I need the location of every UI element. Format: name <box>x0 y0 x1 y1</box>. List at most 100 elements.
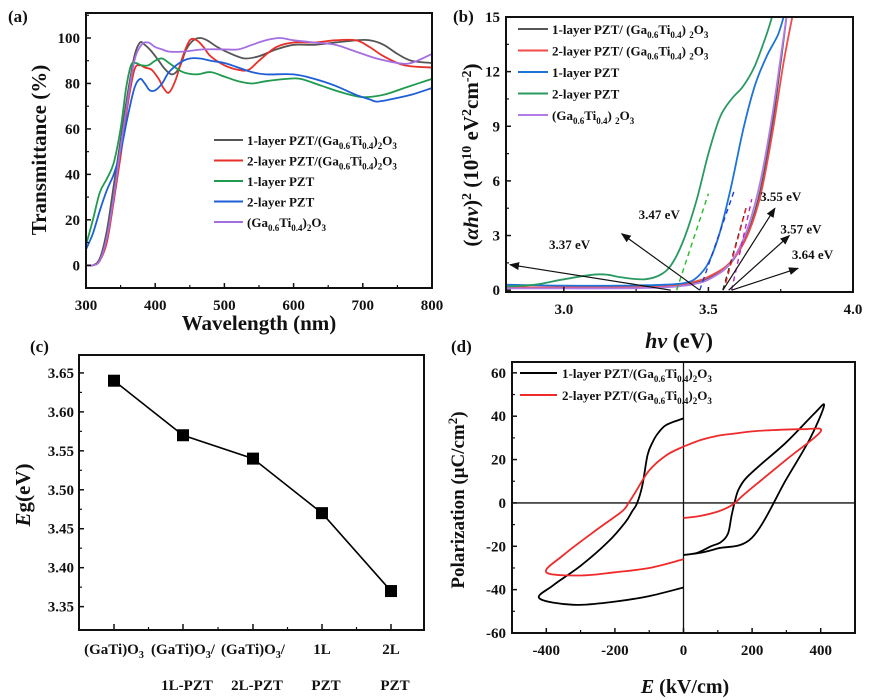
series-line-4 <box>506 17 773 288</box>
panel-b-legend: 1-layer PZT/ (Ga0.6Ti0.4) 2O3 2-layer PZT… <box>518 22 709 126</box>
panel-c-frame <box>78 354 425 631</box>
x-tick-label: 200 <box>741 643 764 659</box>
panel-a-x-axis-title: Wavelength (nm) <box>182 311 337 335</box>
series-line-3 <box>506 17 785 287</box>
panel-b-series-group <box>506 17 794 291</box>
hysteresis-loop-2-segment-1 <box>683 427 823 519</box>
series-line-2 <box>506 17 794 289</box>
linear-fit-line <box>725 208 747 284</box>
annotation-arrow <box>509 262 671 291</box>
y-tick-label: 3.35 <box>48 600 74 616</box>
panel-c-x-ticks: (GaTi)O3 (GaTi)O3/1L-PZT (GaTi)O3/2L-PZT 1L… <box>84 624 410 694</box>
series-line-1 <box>85 37 433 267</box>
panel-b-x-ticks: 3.0 3.5 4.0 <box>554 287 862 318</box>
y-tick-label: 40 <box>491 409 506 425</box>
panel-b-y-axis-title: (αhv)2 (1010 eV2cm-2) <box>459 63 483 246</box>
x-tick-label: 2L <box>382 642 400 658</box>
y-tick-label: 3.60 <box>48 405 74 421</box>
x-tick-label: 600 <box>282 298 305 314</box>
x-tick-label-line2: 1L-PZT <box>161 678 213 694</box>
panel-d-plot-area <box>512 362 855 633</box>
x-tick-label: 400 <box>809 643 832 659</box>
panel-c-y-ticks: 3.35 3.40 3.45 3.50 3.55 3.60 3.65 <box>48 366 84 616</box>
panel-d-x-ticks: -400 -200 0 200 400 <box>533 628 832 659</box>
y-tick-label: 0 <box>73 258 81 274</box>
x-tick-label: (GaTi)O3/ <box>221 642 286 661</box>
legend-label: 1-layer PZT/(Ga0.6Ti0.4)2O3 <box>562 366 712 384</box>
data-marker-square <box>247 452 259 465</box>
hysteresis-loop-1-segment-1 <box>683 403 826 556</box>
panel-d-legend: 1-layer PZT/(Ga0.6Ti0.4)2O3 2-layer PZT/(… <box>520 366 712 406</box>
legend-label: 2-layer PZT/ (Ga0.6Ti0.4) 2O3 <box>552 44 709 62</box>
legend-label: (Ga0.6Ti0.4)2O3 <box>247 215 326 233</box>
panel-b-annotations: 3.37 eV 3.47 eV 3.55 eV 3.57 eV 3.64 eV <box>509 189 834 291</box>
x-tick-label: -200 <box>601 643 629 659</box>
legend-label: (Ga0.6Ti0.4) 2O3 <box>552 108 635 126</box>
x-tick-label: 400 <box>144 298 167 314</box>
panel-d-y-ticks: -60 -40 -20 0 20 40 60 <box>486 366 517 642</box>
annotation-arrow <box>728 234 791 291</box>
x-tick-label: 3.5 <box>699 302 718 318</box>
legend-label: 2-layer PZT/(Ga0.6Ti0.4)2O3 <box>562 388 712 406</box>
y-tick-label: -40 <box>486 583 506 599</box>
y-tick-label: 3.45 <box>48 522 74 538</box>
y-tick-label: 3 <box>493 229 501 245</box>
y-tick-label: 3.55 <box>48 444 74 460</box>
y-tick-label: 15 <box>485 10 500 26</box>
y-tick-label: 3.50 <box>48 483 74 499</box>
legend-label: 1-layer PZT <box>247 174 315 189</box>
panel-a-x-ticks: 300 400 500 600 700 800 <box>75 283 443 314</box>
legend-label: 2-layer PZT/(Ga0.6Ti0.4)2O3 <box>247 154 397 172</box>
y-tick-label: 40 <box>65 167 80 183</box>
x-tick-label: 300 <box>75 298 98 314</box>
bandgap-line <box>113 380 392 592</box>
y-tick-label: -20 <box>486 539 506 555</box>
annotation-label: 3.57 eV <box>780 222 822 237</box>
annotation-arrow <box>722 207 776 291</box>
legend-label: 2-layer PZT <box>552 87 620 102</box>
legend-label: 1-layer PZT/ (Ga0.6Ti0.4) 2O3 <box>552 22 709 40</box>
x-tick-label-line2: PZT <box>380 678 409 694</box>
panel-b-label: (b) <box>453 7 474 26</box>
y-tick-label: 3.40 <box>48 561 74 577</box>
annotation-label: 3.37 eV <box>549 237 591 252</box>
y-tick-label: 0 <box>499 496 507 512</box>
x-tick-label-line2: 2L-PZT <box>231 678 283 694</box>
series-line-5 <box>506 17 788 290</box>
series-line-3 <box>85 57 433 246</box>
legend-label: 1-layer PZT <box>552 65 620 80</box>
annotation-arrow <box>731 267 800 291</box>
y-tick-label: 80 <box>65 76 80 92</box>
annotation-label: 3.64 eV <box>792 247 834 262</box>
panel-a-label: (a) <box>8 7 28 26</box>
hysteresis-loop-2-segment-2 <box>544 445 684 577</box>
y-tick-label: 9 <box>493 119 501 135</box>
annotation-label: 3.55 eV <box>760 189 802 204</box>
panel-c-label: (c) <box>30 337 49 356</box>
hysteresis-loop-1-segment-2 <box>537 417 684 606</box>
y-tick-label: 100 <box>58 31 81 47</box>
x-tick-label: 700 <box>352 298 375 314</box>
x-tick-label: 0 <box>680 643 688 659</box>
panel-b-tauc-plot: (b) 0 3 6 9 12 15 3.0 3.5 4.0 hv (eV) (αhv)2 (1… <box>453 7 862 353</box>
annotation-arrow <box>620 233 701 291</box>
series-line-5 <box>85 37 433 267</box>
data-marker-square <box>385 585 397 598</box>
panel-a-plot-area <box>85 37 433 267</box>
y-tick-label: 20 <box>65 213 80 229</box>
panel-d-x-axis-title: E (kV/cm) <box>640 676 729 698</box>
y-tick-label: 20 <box>491 453 506 469</box>
data-marker-square <box>108 374 120 387</box>
panel-c-bandgap-chart: (c) 3.35 3.40 3.45 3.50 3.55 3.60 3.65 (GaTi)O… <box>11 337 425 694</box>
panel-b-frame <box>505 16 854 293</box>
x-tick-label: 1L <box>313 642 331 658</box>
y-tick-label: 6 <box>493 174 501 190</box>
y-tick-label: 3.65 <box>48 366 74 382</box>
panel-b-plot-area <box>506 17 794 291</box>
panel-a-y-ticks: 0 20 40 60 80 100 <box>58 14 91 274</box>
linear-fit-line <box>730 198 753 291</box>
legend-label: 2-layer PZT <box>247 195 315 210</box>
panel-c-plot-area <box>108 374 397 598</box>
x-tick-label-line2: PZT <box>311 678 340 694</box>
